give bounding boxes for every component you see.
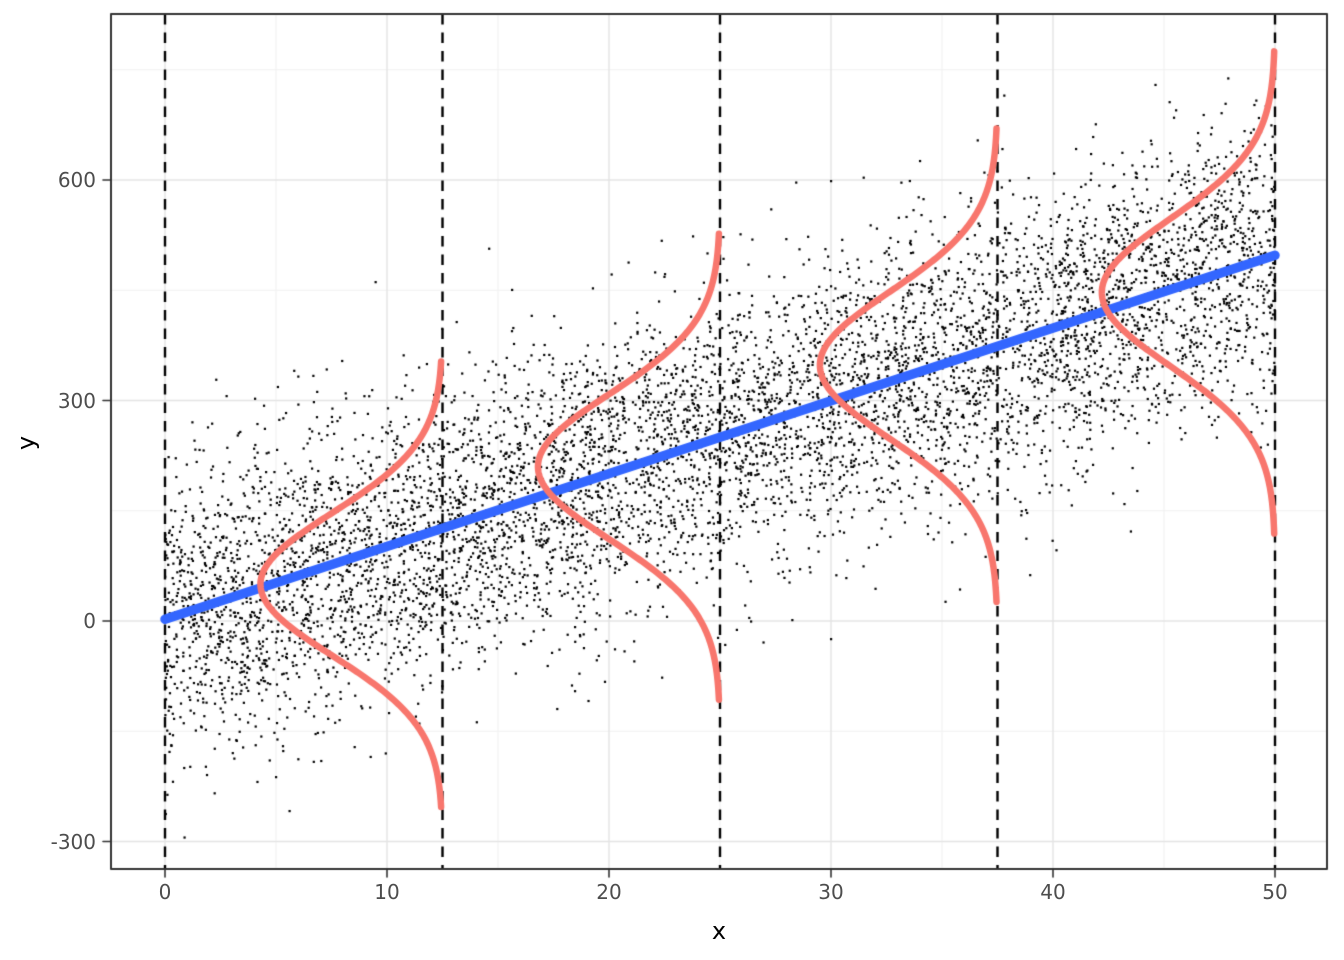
y-axis-title: y [12,435,40,450]
x-axis-title: x [711,917,727,945]
x-tick-label: 10 [374,880,400,904]
x-tick-label: 40 [1040,880,1066,904]
y-tick-label: 0 [83,609,96,633]
y-tick-label: 300 [57,388,96,413]
y-tick-label: 600 [57,168,96,192]
x-tick-label: 0 [158,880,172,904]
y-tick-label: -300 [50,829,96,854]
x-tick-label: 30 [818,880,844,904]
x-tick-label: 20 [596,880,622,904]
x-tick-label: 50 [1262,880,1288,904]
